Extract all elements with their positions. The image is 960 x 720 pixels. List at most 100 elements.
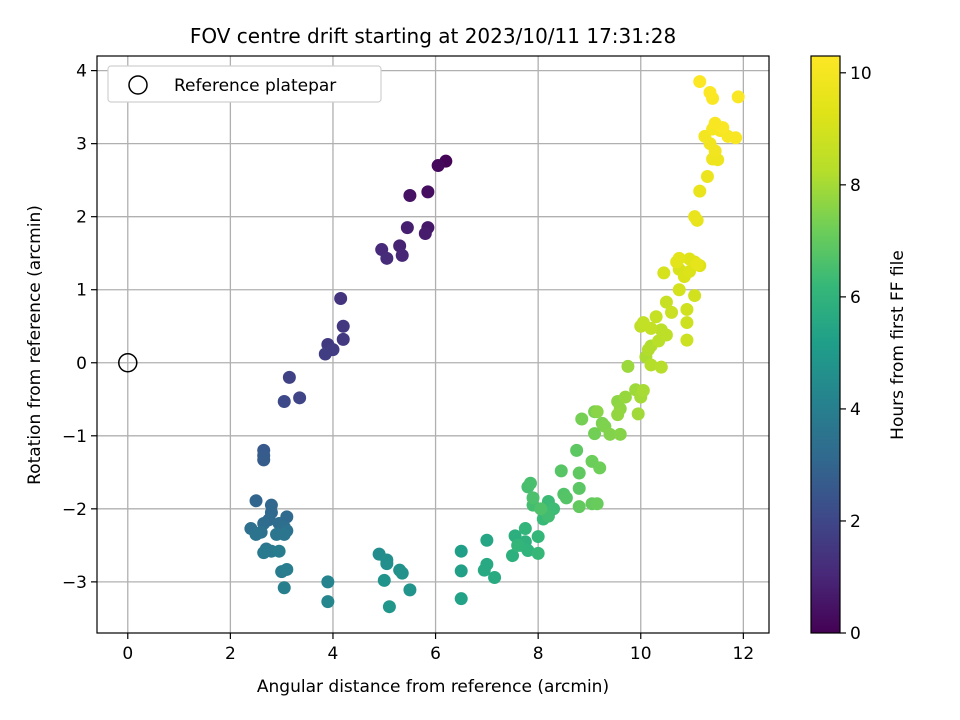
data-point [657,266,671,280]
data-point [318,347,332,361]
colorbar-tick-label: 6 [850,288,861,308]
y-tick-label: −2 [62,500,87,520]
x-axis-ticks: 0 2 4 6 8 10 12 [122,633,754,664]
data-point [277,394,291,408]
grid [97,56,769,633]
data-point [531,546,545,560]
data-point [272,544,286,558]
x-tick-label: 12 [733,644,755,664]
data-point [621,359,635,373]
data-point [511,538,525,552]
data-point [431,159,445,173]
colorbar-tick-label: 10 [850,64,872,84]
data-point [403,583,417,597]
data-point [257,546,271,560]
data-point [649,310,663,324]
data-point [693,75,707,89]
y-tick-label: 0 [76,354,87,374]
data-point [575,412,589,426]
data-point [336,319,350,333]
data-point [249,494,263,508]
colorbar: 0 2 4 6 8 10 Hours from first FF file [810,55,908,644]
data-point [611,408,625,422]
data-point [380,557,394,571]
data-point [400,221,414,235]
data-point [731,90,745,104]
data-point [672,251,686,265]
data-point [421,185,435,199]
data-point [631,407,645,421]
data-point [334,291,348,305]
data-point [690,257,704,271]
data-point [613,427,627,441]
plot-frame [96,55,770,634]
colorbar-gradient [810,55,841,634]
data-point [454,544,468,558]
data-point [249,527,263,541]
data-point [680,316,694,330]
data-point [293,391,307,405]
data-point [321,595,335,609]
data-point [380,251,394,265]
data-point [703,86,717,100]
data-point [395,248,409,262]
data-point [418,226,432,240]
colorbar-ticks: 0 2 4 6 8 10 [840,64,872,644]
data-point [680,333,694,347]
data-point [641,343,655,357]
data-point [257,453,271,467]
data-point [618,390,632,404]
data-point [523,476,537,490]
data-point [518,522,532,536]
data-point [377,573,391,587]
data-point [454,564,468,578]
colorbar-tick-label: 0 [850,624,861,644]
legend-box [107,65,382,103]
data-point [588,427,602,441]
data-point [593,461,607,475]
data-point [570,443,584,457]
data-point [700,170,714,184]
data-point [688,289,702,303]
y-tick-label: −3 [62,573,87,593]
colorbar-tick-label: 8 [850,176,861,196]
x-tick-label: 4 [328,644,339,664]
data-point [526,491,540,505]
data-point [521,543,535,557]
data-point [693,184,707,198]
x-tick-label: 0 [122,644,133,664]
y-tick-label: 4 [76,62,87,82]
y-axis-label: Rotation from reference (arcmin) [25,205,45,485]
legend-marker [128,75,148,95]
colorbar-tick-label: 2 [850,512,861,532]
data-point [321,575,335,589]
data-point [672,283,686,297]
data-point [531,530,545,544]
data-point [280,562,294,576]
y-tick-label: −1 [62,427,87,447]
colorbar-tick-label: 4 [850,400,861,420]
x-axis-label: Angular distance from reference (arcmin) [257,677,609,697]
y-tick-label: 1 [76,281,87,301]
data-point [590,497,604,511]
data-point [382,600,396,614]
y-axis-ticks: −3 −2 −1 0 1 2 3 4 [62,62,97,593]
data-point [488,570,502,584]
data-point [603,427,617,441]
x-tick-label: 8 [533,644,544,664]
data-point [708,116,722,130]
data-point [659,328,673,342]
x-tick-label: 2 [225,644,236,664]
data-point [395,566,409,580]
data-point [336,332,350,346]
data-point [277,527,291,541]
data-point [277,581,291,595]
data-point [534,502,548,516]
data-point [636,384,650,398]
data-point [572,481,586,495]
data-point [454,592,468,606]
colorbar-label: Hours from first FF file [888,250,908,440]
data-point [480,533,494,547]
y-tick-label: 3 [76,135,87,155]
